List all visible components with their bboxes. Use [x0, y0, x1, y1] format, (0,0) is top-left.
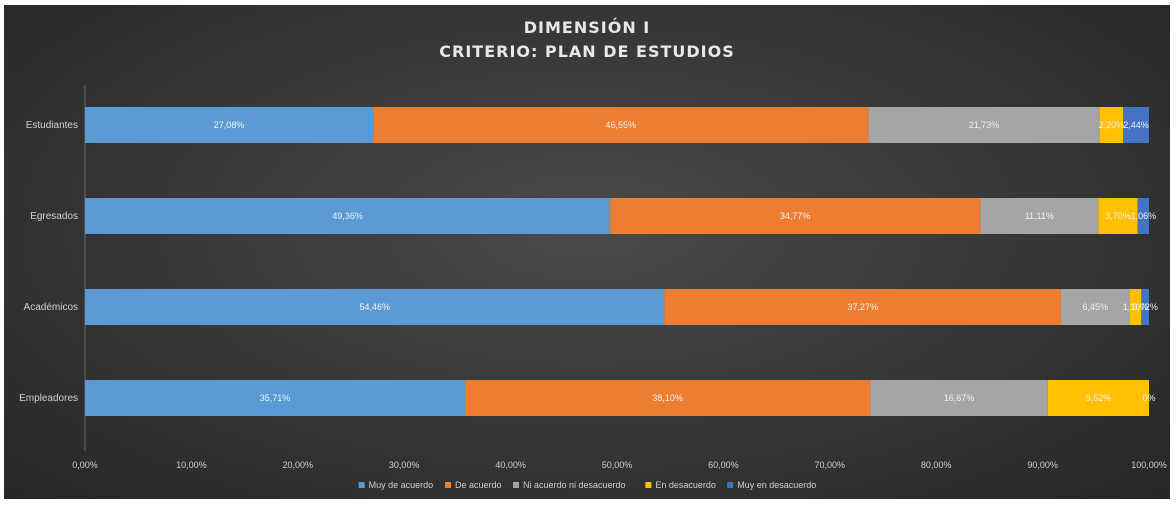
bar-egresados-de-acuerdo — [610, 198, 981, 234]
data-label-academicos-de-acuerdo: 37,27% — [847, 302, 878, 312]
bar-estudiantes-muy-en-desacuerdo — [1123, 107, 1149, 143]
y-axis-categories: Estudiantes Egresados Académicos Empleadore… — [19, 120, 78, 404]
legend-swatch-muy-de-acuerdo — [358, 482, 365, 488]
x-tick-label: 90,00% — [1027, 460, 1058, 470]
data-label-estudiantes-en-desacuerdo: 2,20% — [1099, 120, 1125, 130]
x-axis-ticks: 0,00% 10,00% 20,00% 30,00% 40,00% 50,00% 60,00… — [72, 460, 1167, 470]
data-label-empleadores-muy-en-desacuerdo: 0% — [1142, 393, 1155, 403]
data-label-empleadores-muy-de-acuerdo: 35,71% — [260, 393, 291, 403]
legend-label-de-acuerdo: De acuerdo — [455, 480, 502, 490]
x-tick-label: 40,00% — [495, 460, 526, 470]
chart-title-line-2: CRITERIO: PLAN DE ESTUDIOS — [439, 42, 734, 61]
x-tick-label: 0,00% — [72, 460, 98, 470]
data-label-egresados-muy-de-acuerdo: 49,36% — [332, 211, 363, 221]
stacked-bar-chart: DIMENSIÓN I CRITERIO: PLAN DE ESTUDIOS 2… — [19, 18, 1167, 490]
x-tick-label: 80,00% — [921, 460, 952, 470]
bar-estudiantes-en-desacuerdo — [1099, 107, 1124, 143]
x-tick-label: 70,00% — [815, 460, 846, 470]
category-label-estudiantes: Estudiantes — [26, 120, 78, 131]
data-label-empleadores-en-desacuerdo: 9,52% — [1086, 393, 1112, 403]
data-label-egresados-ni-acuerdo-ni-desacuerdo: 11,11% — [1025, 211, 1054, 221]
bar-estudiantes-de-acuerdo — [373, 107, 869, 143]
bar-empleadores-ni-acuerdo-ni-desacuerdo — [870, 380, 1048, 416]
data-label-academicos-muy-de-acuerdo: 54,46% — [359, 302, 390, 312]
chart-title-line-1: DIMENSIÓN I — [524, 18, 650, 37]
chart-area: DIMENSIÓN I CRITERIO: PLAN DE ESTUDIOS 2… — [4, 5, 1170, 499]
bar-egresados-en-desacuerdo — [1098, 198, 1138, 234]
legend-swatch-ni-acuerdo-ni-desacuerdo — [513, 482, 519, 488]
bar-empleadores-muy-de-acuerdo — [85, 380, 465, 416]
legend-label-muy-de-acuerdo: Muy de acuerdo — [369, 480, 434, 490]
category-label-empleadores: Empleadores — [19, 393, 78, 404]
data-label-empleadores-ni-acuerdo-ni-desacuerdo: 16,67% — [944, 393, 975, 403]
data-label-estudiantes-ni-acuerdo-ni-desacuerdo: 21,73% — [969, 120, 1000, 130]
bar-egresados-muy-de-acuerdo — [85, 198, 611, 234]
x-tick-label: 30,00% — [389, 460, 420, 470]
data-label-egresados-en-desacuerdo: 3,70% — [1105, 211, 1131, 221]
bar-academicos-de-acuerdo — [664, 289, 1062, 325]
x-tick-label: 10,00% — [176, 460, 207, 470]
legend-swatch-muy-en-desacuerdo — [727, 482, 734, 488]
category-label-academicos: Académicos — [24, 302, 78, 313]
bar-academicos-ni-acuerdo-ni-desacuerdo — [1061, 289, 1130, 325]
x-tick-label: 100,00% — [1131, 460, 1167, 470]
bar-estudiantes-ni-acuerdo-ni-desacuerdo — [868, 107, 1100, 143]
bar-estudiantes-muy-de-acuerdo — [85, 107, 374, 143]
data-label-estudiantes-de-acuerdo: 46,55% — [606, 120, 637, 130]
legend-label-ni-acuerdo-ni-desacuerdo: Ni acuerdo ni desacuerdo — [523, 480, 626, 490]
x-tick-label: 60,00% — [708, 460, 739, 470]
data-label-estudiantes-muy-de-acuerdo: 27,08% — [214, 120, 245, 130]
bar-empleadores-de-acuerdo — [464, 380, 871, 416]
bar-academicos-muy-de-acuerdo — [85, 289, 665, 325]
bar-academicos-muy-en-desacuerdo — [1141, 289, 1149, 325]
bar-egresados-ni-acuerdo-ni-desacuerdo — [980, 198, 1099, 234]
bar-egresados-muy-en-desacuerdo — [1137, 198, 1149, 234]
data-label-academicos-en-desacuerdo: 1,10% — [1123, 302, 1149, 312]
data-label-empleadores-de-acuerdo: 38,10% — [652, 393, 683, 403]
legend-swatch-de-acuerdo — [445, 482, 451, 488]
data-label-academicos-ni-acuerdo-ni-desacuerdo: 6,45% — [1083, 302, 1109, 312]
data-label-estudiantes-muy-en-desacuerdo: 2,44% — [1123, 120, 1149, 130]
bar-academicos-en-desacuerdo — [1129, 289, 1142, 325]
x-tick-label: 50,00% — [602, 460, 633, 470]
bars-layer: 27,08% 46,55% 21,73% 2,20% 2,44% 49,36% 34,77%… — [85, 107, 1158, 416]
legend-swatch-en-desacuerdo — [645, 482, 652, 488]
data-label-academicos-muy-en-desacuerdo: 0,72% — [1132, 302, 1158, 312]
legend: Muy de acuerdo De acuerdo Ni acuerdo ni de… — [358, 480, 816, 490]
x-tick-label: 20,00% — [283, 460, 314, 470]
data-label-egresados-muy-en-desacuerdo: 1,06% — [1131, 211, 1157, 221]
bar-empleadores-en-desacuerdo — [1047, 380, 1149, 416]
legend-label-en-desacuerdo: En desacuerdo — [655, 480, 716, 490]
data-label-egresados-de-acuerdo: 34,77% — [780, 211, 811, 221]
legend-label-muy-en-desacuerdo: Muy en desacuerdo — [737, 480, 816, 490]
category-label-egresados: Egresados — [30, 211, 78, 222]
